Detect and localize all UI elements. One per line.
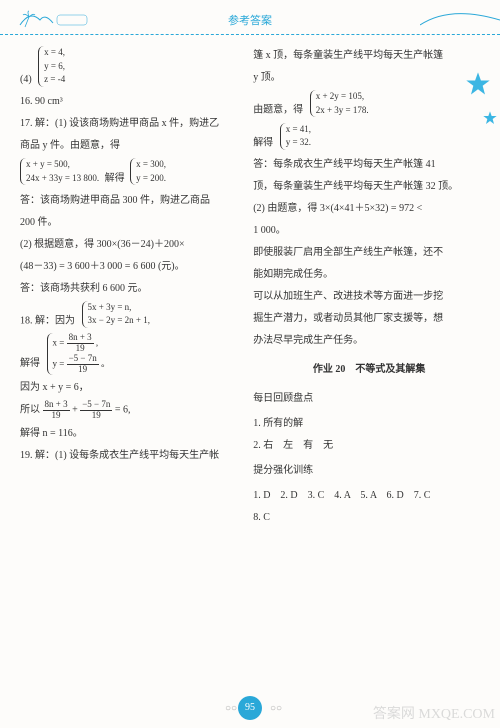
star-deco-icon — [464, 70, 492, 98]
content-area: (4) x = 4, y = 6, z = -4 16. 90 cm³ 17. … — [0, 35, 500, 685]
tr1: 1. D 2. D 3. C 4. A 5. A 6. D 7. C — [253, 486, 485, 505]
page-deco-left: ○○ — [225, 703, 237, 714]
r5: 答：每条成衣生产线平均每天生产帐篷 41 — [253, 155, 485, 174]
r1: 篷 x 顶，每条童装生产线平均每天生产帐篷 — [253, 46, 485, 65]
answer-18-2: 解得 x = 8n + 319 , y = −5 − 7n19 。 — [20, 333, 233, 375]
star-deco-small-icon — [482, 110, 498, 126]
palm-deco-icon — [15, 5, 95, 30]
r2: y 顶。 — [253, 68, 485, 87]
answer-17-2: 商品 y 件。由题意，得 — [20, 136, 233, 155]
r11: 可以从加班生产、改进技术等方面进一步挖 — [253, 287, 485, 306]
page-number: 95 — [238, 696, 262, 720]
answer-16: 16. 90 cm³ — [20, 92, 233, 111]
answer-17-6: (48－33) = 3 600＋3 000 = 6 600 (元)。 — [20, 257, 233, 276]
r8: 1 000。 — [253, 221, 485, 240]
r7: (2) 由题意，得 3×(4×41＋5×32) = 972 < — [253, 199, 485, 218]
page-header: 参考答案 — [0, 0, 500, 35]
eq-15-4: (4) x = 4, y = 6, z = -4 — [20, 46, 233, 89]
answer-18-4: 所以 8n + 319 + −5 − 7n19 = 6, — [20, 400, 233, 421]
answer-17-1: 17. 解：(1) 设该商场购进甲商品 x 件，购进乙 — [20, 114, 233, 133]
header-curve-icon — [420, 0, 500, 30]
right-column: 篷 x 顶，每条童装生产线平均每天生产帐篷 y 顶。 由题意，得 x + 2y … — [243, 43, 485, 685]
r6: 顶，每条童装生产线平均每天生产帐篷 32 顶。 — [253, 177, 485, 196]
train-title: 提分强化训练 — [253, 461, 485, 480]
answer-17-5: (2) 根据题意，得 300×(36－24)＋200× — [20, 235, 233, 254]
answer-17-7: 答：该商场共获利 6 600 元。 — [20, 279, 233, 298]
rv1: 1. 所有的解 — [253, 414, 485, 433]
tr2: 8. C — [253, 508, 485, 527]
answer-17-4: 200 件。 — [20, 213, 233, 232]
answer-17-3: 答：该商场购进甲商品 300 件，购进乙商品 — [20, 191, 233, 210]
r13: 办法尽早完成生产任务。 — [253, 331, 485, 350]
header-title: 参考答案 — [228, 12, 272, 28]
answer-18-1: 18. 解：因为 5x + 3y = n, 3x − 2y = 2n + 1, — [20, 301, 233, 331]
eq-17-sys: x + y = 500, 24x + 33y = 13 800. 解得 x = … — [20, 158, 233, 188]
r4-sys: 解得 x = 41, y = 32. — [253, 123, 485, 153]
r9: 即使服装厂启用全部生产线生产帐篷，还不 — [253, 243, 485, 262]
page-deco-right: ○○ — [270, 703, 282, 714]
answer-18-5: 解得 n = 116。 — [20, 424, 233, 443]
r12: 掘生产潜力，或者动员其他厂家支援等，想 — [253, 309, 485, 328]
answer-19-1: 19. 解：(1) 设每条成衣生产线平均每天生产帐 — [20, 446, 233, 465]
hw-title: 作业 20 不等式及其解集 — [253, 360, 485, 379]
left-column: (4) x = 4, y = 6, z = -4 16. 90 cm³ 17. … — [20, 43, 243, 685]
watermark: 答案网 MXQE.COM — [373, 703, 495, 723]
review-title: 每日回顾盘点 — [253, 389, 485, 408]
answer-18-3: 因为 x + y = 6， — [20, 378, 233, 397]
rv2: 2. 右 左 有 无 — [253, 436, 485, 455]
r3-sys: 由题意，得 x + 2y = 105, 2x + 3y = 178. — [253, 90, 485, 120]
r10: 能如期完成任务。 — [253, 265, 485, 284]
